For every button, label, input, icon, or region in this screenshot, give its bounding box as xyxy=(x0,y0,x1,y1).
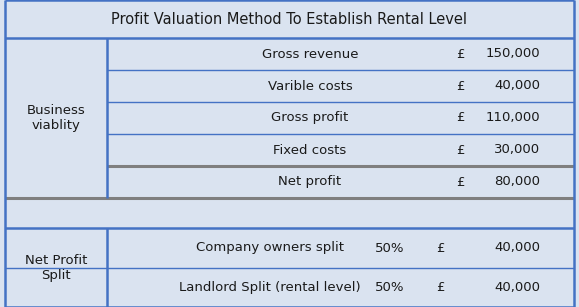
Text: £: £ xyxy=(436,242,444,255)
Text: £: £ xyxy=(436,281,444,294)
Text: Landlord Split (rental level): Landlord Split (rental level) xyxy=(179,281,361,294)
Text: 40,000: 40,000 xyxy=(494,281,540,294)
Text: 30,000: 30,000 xyxy=(494,143,540,157)
Text: Gross revenue: Gross revenue xyxy=(262,48,358,60)
Text: 40,000: 40,000 xyxy=(494,80,540,92)
Text: 150,000: 150,000 xyxy=(485,48,540,60)
Text: 50%: 50% xyxy=(375,242,405,255)
Text: £: £ xyxy=(456,176,464,188)
Text: 50%: 50% xyxy=(375,281,405,294)
Text: Net profit: Net profit xyxy=(278,176,342,188)
Text: Gross profit: Gross profit xyxy=(272,111,349,125)
Text: £: £ xyxy=(456,48,464,60)
Text: Varible costs: Varible costs xyxy=(267,80,353,92)
Text: 110,000: 110,000 xyxy=(485,111,540,125)
Text: Profit Valuation Method To Establish Rental Level: Profit Valuation Method To Establish Ren… xyxy=(111,11,467,26)
Text: 80,000: 80,000 xyxy=(494,176,540,188)
Text: Business
viablity: Business viablity xyxy=(27,104,85,132)
Text: Fixed costs: Fixed costs xyxy=(273,143,347,157)
Text: £: £ xyxy=(456,80,464,92)
Text: Company owners split: Company owners split xyxy=(196,242,344,255)
Text: £: £ xyxy=(456,111,464,125)
Text: Net Profit
Split: Net Profit Split xyxy=(25,254,87,282)
Text: 40,000: 40,000 xyxy=(494,242,540,255)
Text: £: £ xyxy=(456,143,464,157)
